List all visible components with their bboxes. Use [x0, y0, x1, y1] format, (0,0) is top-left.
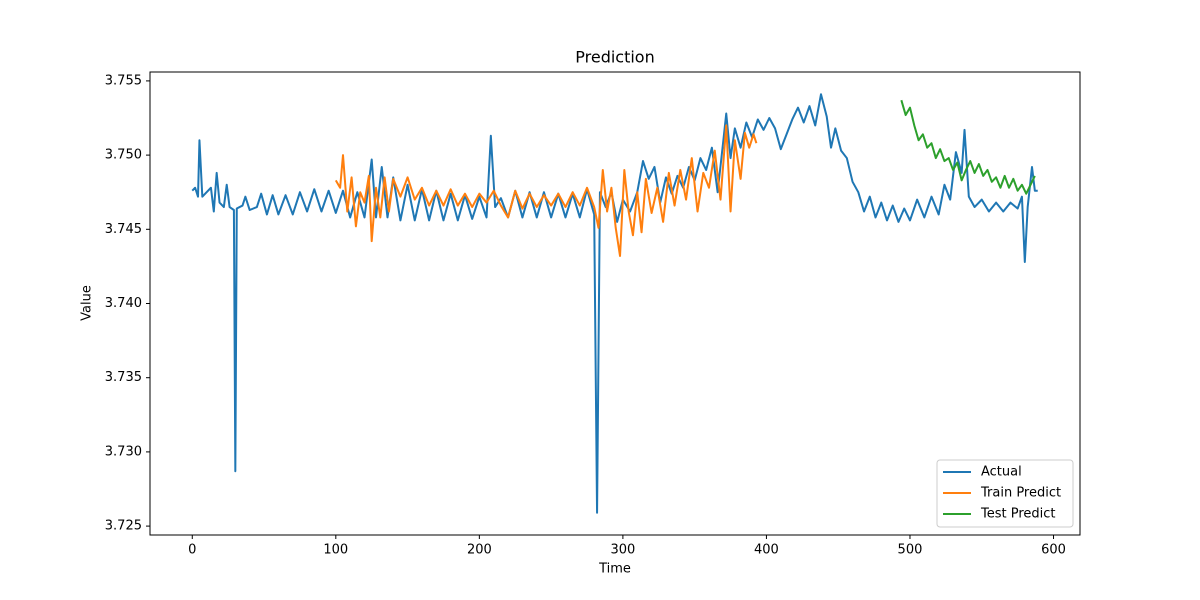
data-line: [334, 124, 758, 258]
legend-box: [936, 459, 1074, 528]
x-tick-label: 600: [1041, 543, 1066, 558]
y-tick-label: 3.755: [105, 73, 142, 88]
y-tick-label: 3.735: [105, 370, 142, 385]
plot-frame: [149, 71, 1081, 536]
data-line: [191, 93, 1038, 514]
y-tick-label: 3.740: [105, 296, 142, 311]
legend-label: Actual: [981, 465, 1022, 480]
x-tick-label: 0: [188, 543, 196, 558]
y-tick-label: 3.750: [105, 148, 142, 163]
y-tick-label: 3.730: [105, 444, 142, 459]
data-line: [900, 99, 1036, 195]
chart-title: Prediction: [575, 48, 654, 67]
x-tick-label: 100: [323, 543, 348, 558]
legend-label: Train Predict: [980, 486, 1061, 501]
x-tick-label: 200: [467, 543, 492, 558]
y-axis-label: Value: [80, 285, 95, 321]
y-tick-label: 3.725: [105, 519, 142, 534]
x-tick-label: 300: [610, 543, 635, 558]
x-tick-label: 400: [754, 543, 779, 558]
x-tick-label: 500: [898, 543, 923, 558]
legend-label: Test Predict: [980, 507, 1056, 522]
x-axis-label: Time: [598, 562, 631, 577]
y-tick-label: 3.745: [105, 222, 142, 237]
